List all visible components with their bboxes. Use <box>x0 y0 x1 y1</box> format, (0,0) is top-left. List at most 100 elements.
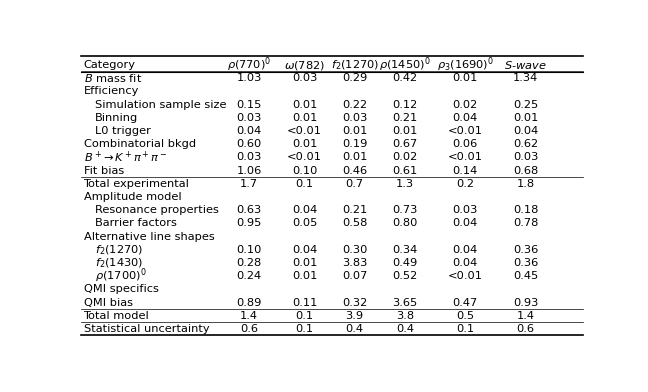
Text: $f_2(1270)$: $f_2(1270)$ <box>330 58 379 72</box>
Text: 0.02: 0.02 <box>392 152 417 162</box>
Text: 0.5: 0.5 <box>456 311 474 321</box>
Text: 0.32: 0.32 <box>342 298 367 308</box>
Text: Barrier factors: Barrier factors <box>95 218 176 229</box>
Text: 1.4: 1.4 <box>516 311 535 321</box>
Text: 0.63: 0.63 <box>237 205 262 215</box>
Text: $B^+\!\rightarrow K^+\pi^+\pi^-$: $B^+\!\rightarrow K^+\pi^+\pi^-$ <box>84 150 167 165</box>
Text: $\rho(1700)^0$: $\rho(1700)^0$ <box>95 267 146 285</box>
Text: 0.80: 0.80 <box>392 218 417 229</box>
Text: 0.01: 0.01 <box>452 73 478 83</box>
Text: 0.03: 0.03 <box>452 205 478 215</box>
Text: <0.01: <0.01 <box>448 271 483 281</box>
Text: 0.01: 0.01 <box>292 113 317 123</box>
Text: 0.01: 0.01 <box>342 152 367 162</box>
Text: 0.61: 0.61 <box>392 166 417 176</box>
Text: 0.36: 0.36 <box>513 245 538 255</box>
Text: Simulation sample size: Simulation sample size <box>95 100 226 110</box>
Text: 1.34: 1.34 <box>513 73 538 83</box>
Text: 0.22: 0.22 <box>342 100 367 110</box>
Text: $S$-wave: $S$-wave <box>504 59 547 71</box>
Text: 0.04: 0.04 <box>452 258 478 268</box>
Text: Total model: Total model <box>84 311 149 321</box>
Text: 0.14: 0.14 <box>452 166 478 176</box>
Text: 0.58: 0.58 <box>342 218 367 229</box>
Text: 0.04: 0.04 <box>237 126 262 136</box>
Text: 0.21: 0.21 <box>392 113 417 123</box>
Text: 0.07: 0.07 <box>342 271 367 281</box>
Text: 0.45: 0.45 <box>513 271 538 281</box>
Text: 0.15: 0.15 <box>237 100 262 110</box>
Text: <0.01: <0.01 <box>287 152 322 162</box>
Text: 3.83: 3.83 <box>342 258 367 268</box>
Text: 0.1: 0.1 <box>295 311 314 321</box>
Text: Statistical uncertainty: Statistical uncertainty <box>84 324 209 334</box>
Text: 0.34: 0.34 <box>392 245 417 255</box>
Text: 0.95: 0.95 <box>237 218 262 229</box>
Text: $\rho(770)^0$: $\rho(770)^0$ <box>227 56 272 74</box>
Text: 0.02: 0.02 <box>452 100 478 110</box>
Text: 0.1: 0.1 <box>295 324 314 334</box>
Text: 0.04: 0.04 <box>292 245 317 255</box>
Text: 0.04: 0.04 <box>452 218 478 229</box>
Text: 0.49: 0.49 <box>392 258 417 268</box>
Text: 0.60: 0.60 <box>237 139 262 149</box>
Text: 0.4: 0.4 <box>345 324 364 334</box>
Text: 0.28: 0.28 <box>237 258 262 268</box>
Text: 0.36: 0.36 <box>513 258 538 268</box>
Text: <0.01: <0.01 <box>448 152 483 162</box>
Text: 0.18: 0.18 <box>513 205 538 215</box>
Text: 0.7: 0.7 <box>345 179 364 189</box>
Text: 0.11: 0.11 <box>292 298 317 308</box>
Text: Amplitude model: Amplitude model <box>84 192 181 202</box>
Text: 0.04: 0.04 <box>292 205 317 215</box>
Text: 0.19: 0.19 <box>342 139 367 149</box>
Text: 0.62: 0.62 <box>513 139 538 149</box>
Text: $f_2(1270)$: $f_2(1270)$ <box>95 243 143 257</box>
Text: 0.01: 0.01 <box>392 126 417 136</box>
Text: Resonance properties: Resonance properties <box>95 205 218 215</box>
Text: <0.01: <0.01 <box>448 126 483 136</box>
Text: 0.10: 0.10 <box>292 166 317 176</box>
Text: 0.68: 0.68 <box>513 166 538 176</box>
Text: 3.9: 3.9 <box>345 311 364 321</box>
Text: 0.89: 0.89 <box>237 298 262 308</box>
Text: 0.04: 0.04 <box>452 245 478 255</box>
Text: 0.6: 0.6 <box>516 324 535 334</box>
Text: 0.93: 0.93 <box>513 298 538 308</box>
Text: 0.1: 0.1 <box>456 324 474 334</box>
Text: 0.52: 0.52 <box>392 271 417 281</box>
Text: 1.03: 1.03 <box>237 73 262 83</box>
Text: 0.12: 0.12 <box>392 100 417 110</box>
Text: 0.78: 0.78 <box>513 218 538 229</box>
Text: 1.8: 1.8 <box>516 179 535 189</box>
Text: 3.8: 3.8 <box>396 311 414 321</box>
Text: QMI bias: QMI bias <box>84 298 132 308</box>
Text: Binning: Binning <box>95 113 138 123</box>
Text: 0.06: 0.06 <box>452 139 478 149</box>
Text: 0.05: 0.05 <box>292 218 317 229</box>
Text: 0.47: 0.47 <box>452 298 478 308</box>
Text: $\omega(782)$: $\omega(782)$ <box>284 58 325 72</box>
Text: $\rho_3(1690)^0$: $\rho_3(1690)^0$ <box>437 56 494 74</box>
Text: 0.10: 0.10 <box>237 245 262 255</box>
Text: 1.06: 1.06 <box>237 166 262 176</box>
Text: 0.01: 0.01 <box>513 113 538 123</box>
Text: L0 trigger: L0 trigger <box>95 126 150 136</box>
Text: 0.01: 0.01 <box>292 271 317 281</box>
Text: 0.6: 0.6 <box>240 324 259 334</box>
Text: 3.65: 3.65 <box>392 298 417 308</box>
Text: 0.1: 0.1 <box>295 179 314 189</box>
Text: 0.4: 0.4 <box>396 324 414 334</box>
Text: 1.7: 1.7 <box>240 179 259 189</box>
Text: 0.25: 0.25 <box>513 100 538 110</box>
Text: 0.73: 0.73 <box>392 205 417 215</box>
Text: 0.03: 0.03 <box>237 113 262 123</box>
Text: <0.01: <0.01 <box>287 126 322 136</box>
Text: $f_2(1430)$: $f_2(1430)$ <box>95 256 143 270</box>
Text: Category: Category <box>84 60 135 70</box>
Text: Alternative line shapes: Alternative line shapes <box>84 232 214 241</box>
Text: 0.42: 0.42 <box>392 73 417 83</box>
Text: 0.30: 0.30 <box>342 245 367 255</box>
Text: 1.4: 1.4 <box>240 311 259 321</box>
Text: 0.03: 0.03 <box>292 73 317 83</box>
